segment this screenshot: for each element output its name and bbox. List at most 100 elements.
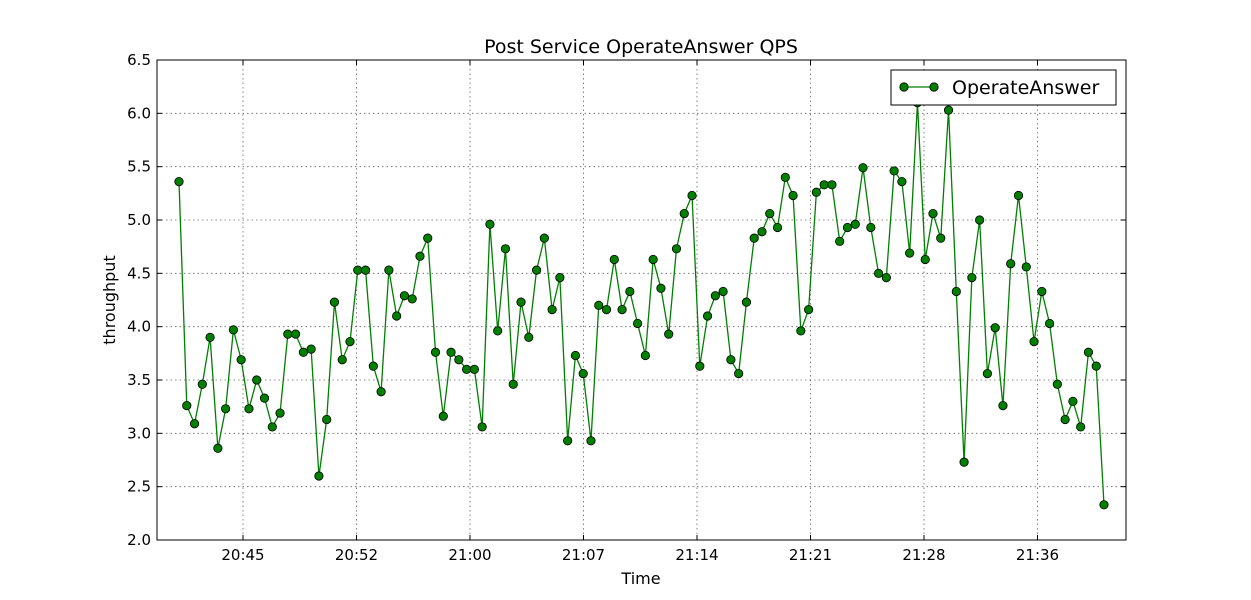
legend-label: OperateAnswer (952, 77, 1099, 99)
data-point (430, 347, 441, 357)
data-point (189, 419, 200, 429)
data-point (290, 329, 301, 339)
data-point (617, 304, 627, 315)
data-point (275, 408, 285, 418)
data-point (633, 318, 643, 329)
data-point (850, 219, 860, 229)
data-point (469, 364, 479, 374)
data-point (726, 355, 736, 365)
data-point (664, 329, 674, 339)
data-point (1029, 336, 1039, 347)
data-point (998, 400, 1008, 411)
y-axis-label: throughput (100, 255, 119, 344)
data-point (601, 304, 612, 315)
data-point (555, 272, 565, 283)
data-point (376, 387, 386, 397)
legend-marker (929, 82, 939, 92)
data-point (322, 414, 332, 425)
data-point (881, 272, 891, 283)
data-point (392, 311, 402, 321)
data-point (578, 368, 588, 379)
data-point (718, 286, 728, 297)
y-tick-label: 3.0 (127, 424, 151, 442)
data-point (1013, 190, 1024, 201)
data-point (835, 236, 845, 246)
data-point (259, 393, 270, 403)
data-point (298, 347, 308, 357)
data-point (438, 411, 448, 421)
data-point (804, 304, 814, 315)
data-point (710, 291, 720, 301)
y-tick-label: 3.5 (127, 371, 151, 389)
data-point (889, 166, 899, 176)
y-tick-label: 6.0 (127, 104, 151, 122)
data-point (407, 294, 417, 304)
data-point (423, 233, 433, 243)
data-point (780, 172, 790, 182)
data-point (749, 233, 759, 243)
data-point (1060, 414, 1070, 425)
data-point (772, 222, 783, 233)
plot-area-frame (156, 59, 1127, 541)
data-point (384, 265, 394, 275)
data-point (975, 215, 985, 225)
data-point (415, 251, 425, 261)
data-point (842, 222, 853, 233)
data-point (757, 227, 767, 237)
data-point (228, 325, 239, 335)
data-point (547, 304, 557, 315)
data-point (640, 350, 650, 361)
data-point (990, 323, 1000, 333)
y-tick-label: 2.0 (127, 531, 151, 549)
data-point (446, 347, 456, 357)
data-point (648, 254, 658, 265)
data-point (920, 254, 930, 265)
data-point (236, 355, 246, 365)
data-point (399, 291, 410, 301)
chart-title: Post Service OperateAnswer QPS (484, 36, 798, 58)
data-point (951, 286, 961, 297)
data-point (205, 332, 215, 342)
x-tick-label: 21:07 (562, 546, 605, 564)
data-point (368, 361, 378, 371)
data-point (283, 329, 293, 339)
x-tick-label: 21:14 (675, 546, 718, 564)
data-point (329, 297, 340, 307)
data-point (221, 404, 231, 414)
x-axis-label: Time (620, 569, 660, 588)
data-point (563, 436, 573, 446)
data-point (493, 326, 503, 336)
data-point (337, 355, 347, 365)
data-point (353, 265, 363, 275)
data-point (695, 361, 705, 371)
data-point (197, 379, 207, 389)
data-point (252, 375, 262, 385)
data-point (656, 283, 666, 293)
data-point (516, 297, 526, 307)
legend-marker (899, 82, 909, 92)
data-point (687, 190, 697, 201)
data-point (967, 272, 977, 283)
data-point (866, 222, 876, 233)
x-tick-label: 21:21 (789, 546, 832, 564)
data-point (679, 209, 689, 219)
data-point (936, 233, 946, 243)
data-point (1044, 318, 1055, 329)
series-layer (174, 98, 1109, 510)
data-point (306, 344, 316, 354)
y-tick-label: 4.5 (127, 264, 151, 282)
data-point (360, 265, 371, 275)
y-tick-label: 2.5 (127, 478, 151, 496)
data-point (1021, 262, 1031, 272)
data-point (1083, 347, 1094, 357)
data-point (594, 300, 604, 310)
legend: OperateAnswer (890, 69, 1117, 106)
data-point (531, 265, 542, 275)
x-tick-label: 21:28 (902, 546, 945, 564)
data-point (314, 471, 324, 481)
data-point (702, 311, 713, 321)
data-point (671, 244, 682, 254)
data-point (267, 422, 277, 432)
data-point (586, 436, 596, 446)
data-point (905, 248, 915, 258)
